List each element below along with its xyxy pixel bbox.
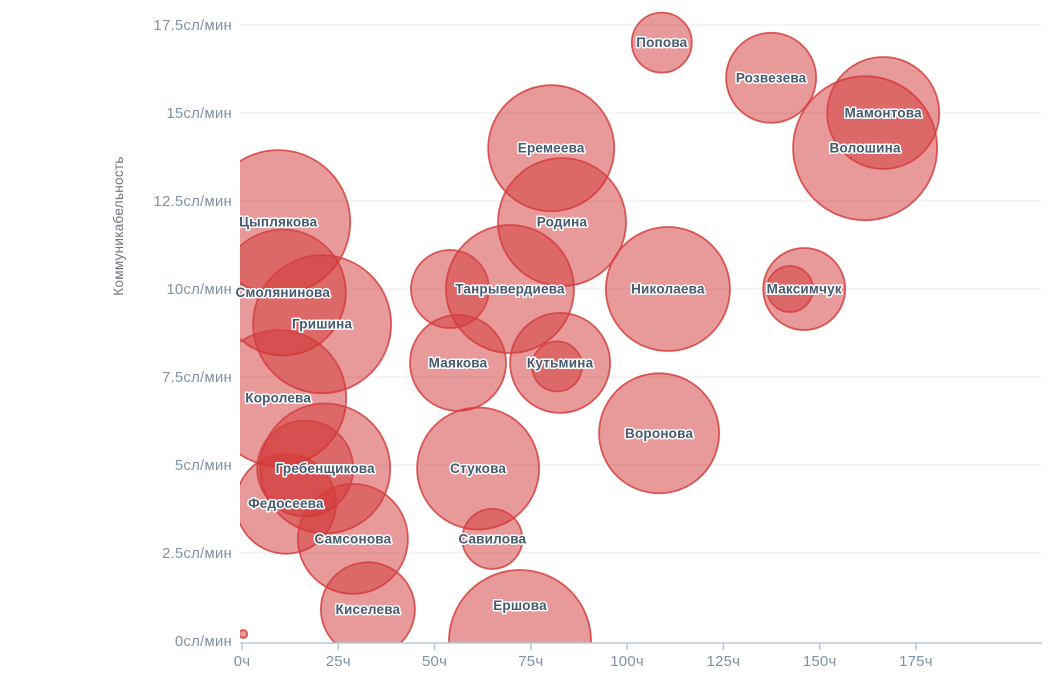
bubble-Киселева[interactable] bbox=[320, 561, 416, 656]
y-tick-label: 15сл/мин bbox=[166, 105, 232, 122]
x-tick-label: 150ч bbox=[803, 653, 837, 670]
y-tick-label: 10сл/мин bbox=[166, 281, 232, 298]
bubble-label: Маякова bbox=[429, 355, 488, 370]
y-axis-title: Коммуникабельность bbox=[111, 156, 126, 295]
bubble-label: Ершова bbox=[493, 598, 547, 613]
bubble-unlabeled[interactable] bbox=[766, 265, 814, 313]
y-tick-label: 5сл/мин bbox=[175, 457, 232, 474]
bubble-Попова[interactable] bbox=[630, 11, 693, 74]
bubble-label: Воронова bbox=[625, 426, 693, 441]
bubble-unlabeled[interactable] bbox=[239, 629, 249, 639]
y-tick-label: 12.5сл/мин bbox=[153, 193, 232, 210]
x-axis: 0ч 25ч 50ч 75ч 100ч 125ч 150ч 175ч bbox=[234, 642, 1042, 670]
x-tick-label: 50ч bbox=[422, 653, 447, 670]
bubble-label: Стукова bbox=[450, 461, 506, 476]
x-tick-label: 25ч bbox=[326, 653, 351, 670]
bubble-Ершова[interactable] bbox=[448, 569, 592, 680]
bubble-label: Федосеева bbox=[248, 496, 324, 511]
bubble-label: Еремеева bbox=[518, 141, 585, 156]
bubble-Савилова[interactable] bbox=[461, 508, 524, 570]
bubble-Воронова[interactable] bbox=[598, 372, 720, 495]
y-tick-label: 0сл/мин bbox=[175, 633, 232, 650]
y-tick-label: 17.5сл/мин bbox=[153, 17, 232, 34]
x-tick-label: 0ч bbox=[234, 653, 251, 670]
x-tick-label: 125ч bbox=[707, 653, 741, 670]
bubble-label: Максимчук bbox=[767, 282, 842, 297]
bubble-label: Розвезева bbox=[736, 70, 807, 85]
bubble-label: Мамонтова bbox=[845, 106, 923, 121]
bubble-labels-layer: Волошина Мамонтова Розвезева Попова Еремеева… bbox=[234, 34, 923, 619]
bubble-label: Волошина bbox=[830, 141, 901, 156]
x-tick-label: 75ч bbox=[518, 653, 543, 670]
bubble-label: Цыплякова bbox=[239, 215, 318, 230]
bubble-Розвезева[interactable] bbox=[725, 31, 817, 124]
y-axis: 0сл/мин 2.5сл/мин 5сл/мин 7.5сл/мин 10сл/мин… bbox=[111, 17, 232, 650]
bubble-label: Самсонова bbox=[314, 531, 391, 546]
y-tick-label: 2.5сл/мин bbox=[162, 545, 232, 562]
bubble-label: Королева bbox=[245, 391, 311, 406]
x-tick-label: 100ч bbox=[610, 653, 644, 670]
x-tick-label: 175ч bbox=[899, 653, 933, 670]
bubble-label: Киселева bbox=[336, 602, 401, 617]
bubble-label: Николаева bbox=[631, 282, 705, 297]
y-tick-label: 7.5сл/мин bbox=[162, 369, 232, 386]
bubble-Мамонтова[interactable] bbox=[826, 56, 941, 170]
bubble-label: Смолянинова bbox=[235, 285, 330, 300]
bubble-label: Савилова bbox=[458, 531, 526, 546]
bubble-label: Кутьмина bbox=[527, 355, 594, 370]
bubble-label: Попова bbox=[636, 35, 687, 50]
bubble-Николаева[interactable] bbox=[605, 226, 731, 352]
bubbles-layer bbox=[239, 11, 941, 680]
bubble-label: Танрывердиева bbox=[455, 282, 565, 297]
bubble-label: Гришина bbox=[292, 317, 353, 332]
bubble-label: Родина bbox=[537, 215, 588, 230]
bubble-unlabeled[interactable] bbox=[531, 340, 583, 393]
bubble-label: Гребенщикова bbox=[276, 461, 376, 476]
